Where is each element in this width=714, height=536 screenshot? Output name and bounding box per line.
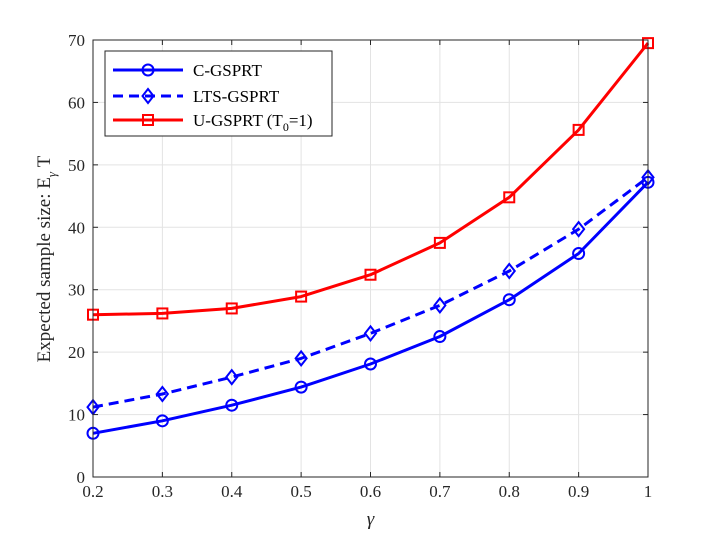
data-point-lts-gsprt [155,385,170,403]
series-u-gsprt [87,37,654,321]
data-point-u-gsprt [433,236,446,249]
x-tick-label: 0.4 [221,482,243,501]
data-point-c-gsprt [502,293,516,307]
y-tick-label: 40 [68,218,85,237]
data-point-u-gsprt [156,307,169,320]
x-tick-label: 0.3 [152,482,173,501]
data-point-lts-gsprt [571,220,586,238]
data-point-c-gsprt [155,414,169,428]
x-tick-label: 0.5 [291,482,312,501]
data-point-u-gsprt [364,268,377,281]
y-tick-label: 30 [68,281,85,300]
legend-label-u-gsprt-main: U-GSPRT (T [193,111,283,130]
x-tick-label: 0.6 [360,482,381,501]
x-axis-label: γ [367,509,375,530]
y-axis-label-tail: T [34,155,55,172]
data-point-lts-gsprt [363,324,378,343]
y-tick-label: 60 [68,93,85,112]
legend: C-GSPRT LTS-GSPRT U-GSPRT (T0=1) [104,50,333,137]
x-tick-label: 0.9 [568,482,589,501]
series-line-c-gsprt [92,181,650,435]
legend-label-lts-gsprt: LTS-GSPRT [193,87,280,106]
y-tick-label: 10 [68,406,85,425]
x-tick-label: 1 [644,482,653,501]
data-point-lts-gsprt [294,349,308,368]
legend-entry-c-gsprt: C-GSPRT [113,61,263,80]
data-point-u-gsprt [503,191,516,204]
y-axis-label-sub: γ [44,171,59,177]
x-tick-label: 0.7 [429,482,451,501]
data-point-c-gsprt [433,330,447,344]
data-point-u-gsprt [225,302,238,315]
x-tick-label: 0.2 [82,482,103,501]
series-layer [86,37,655,440]
y-axis-label-main: Expected sample size: E [34,177,55,362]
legend-label-u-gsprt: U-GSPRT (T0=1) [193,111,313,134]
data-point-u-gsprt [572,123,585,136]
data-point-lts-gsprt [224,368,239,386]
y-tick-label: 20 [68,343,85,362]
data-point-lts-gsprt [502,262,517,280]
y-tick-label: 70 [68,31,85,50]
y-tick-label: 50 [68,156,85,175]
data-point-c-gsprt [572,247,586,261]
legend-entry-u-gsprt: U-GSPRT (T0=1) [113,111,313,134]
legend-marker-u-gsprt [142,114,154,126]
data-point-c-gsprt [294,380,308,394]
legend-label-c-gsprt: C-GSPRT [193,61,263,80]
series-line-u-gsprt [92,42,650,317]
legend-marker-c-gsprt [141,63,155,77]
legend-label-u-gsprt-sub: 0 [283,120,289,134]
legend-label-u-gsprt-tail: =1) [289,111,313,130]
data-point-c-gsprt [225,398,239,412]
legend-marker-lts-gsprt [141,87,155,105]
data-point-c-gsprt [364,357,377,371]
data-point-lts-gsprt [433,296,447,314]
svg-text:Expected sample size: Eγ T: Expected sample size: Eγ T [34,155,59,362]
y-tick-label: 0 [77,468,86,487]
legend-entry-lts-gsprt: LTS-GSPRT [113,87,280,106]
y-axis-label: Expected sample size: Eγ T [34,155,59,362]
x-tick-label: 0.8 [499,482,520,501]
data-point-u-gsprt [295,290,308,303]
